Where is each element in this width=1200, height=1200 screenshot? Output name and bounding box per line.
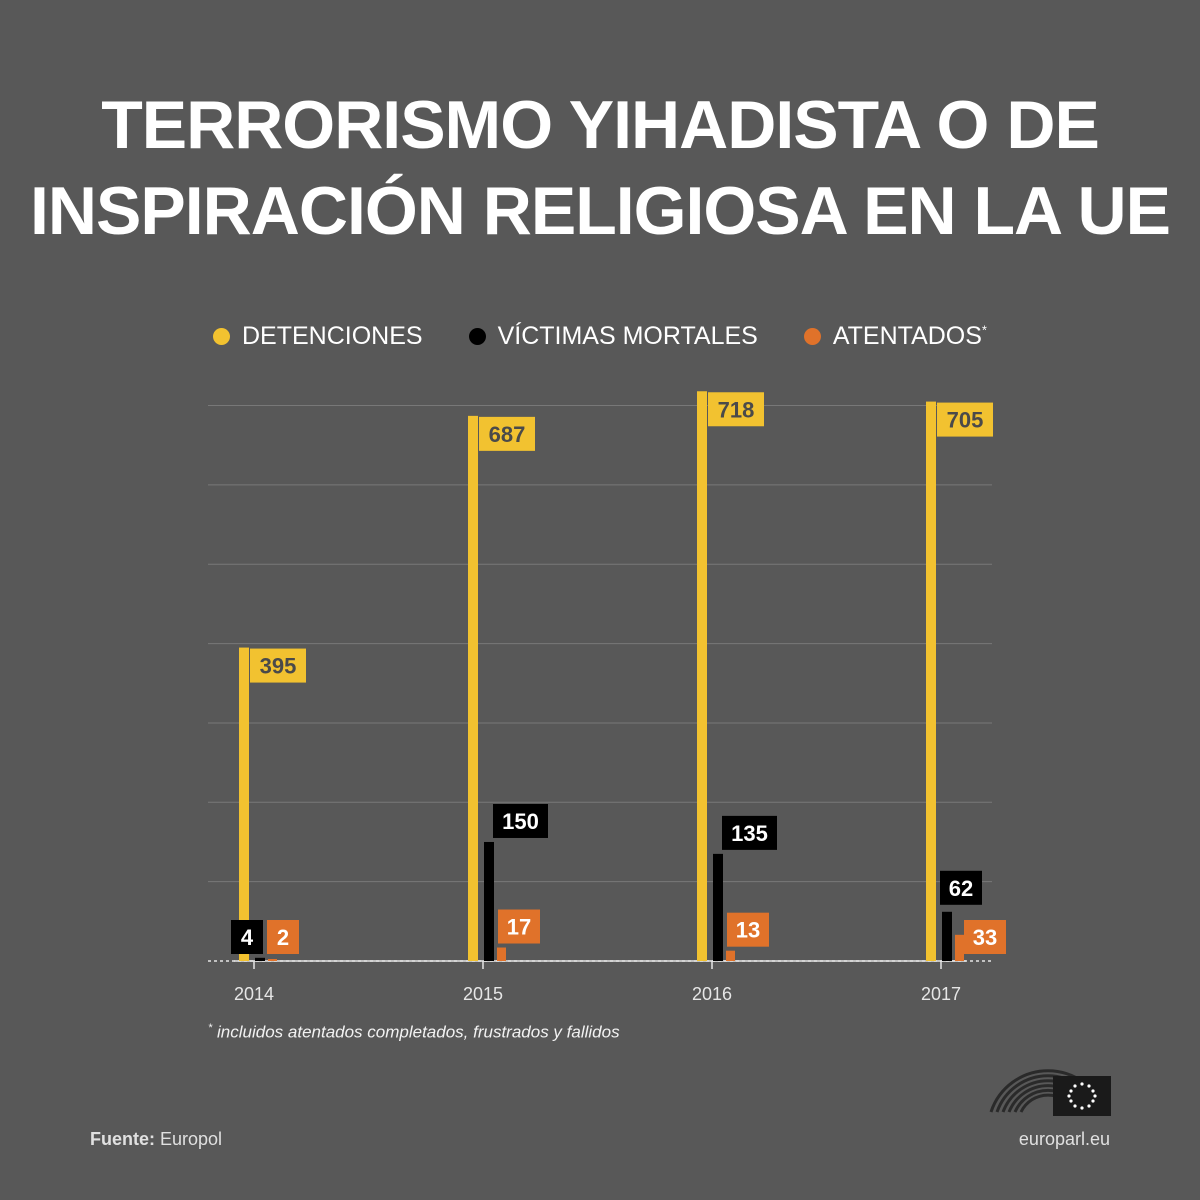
legend: DETENCIONES VÍCTIMAS MORTALES ATENTADOS*: [0, 322, 1200, 351]
data-label: 687: [489, 422, 526, 447]
legend-label-atentados: ATENTADOS*: [832, 322, 987, 350]
data-label: 135: [731, 821, 768, 846]
x-tick-label: 2014: [234, 984, 274, 1004]
bar-detenciones: [239, 647, 249, 961]
bar-detenciones: [697, 391, 707, 962]
data-label-box: [727, 912, 769, 947]
data-label-box: [231, 920, 263, 954]
data-label-box: [250, 648, 306, 683]
data-label: 2: [277, 925, 289, 950]
data-label-box: [708, 392, 764, 427]
x-tick-label: 2017: [921, 984, 961, 1004]
legend-dot-detenciones: [213, 328, 230, 345]
data-label-box: [493, 803, 548, 838]
bar-atentados: [726, 950, 735, 961]
x-tick-label: 2015: [463, 984, 503, 1004]
legend-dot-atentados: [803, 328, 821, 345]
bar-detenciones: [926, 401, 936, 961]
legend-item-victimas: VÍCTIMAS MORTALES: [468, 322, 758, 351]
data-label-box: [479, 416, 535, 451]
footnote: * incluidos atentados completados, frust…: [208, 1022, 620, 1042]
data-label-box: [940, 870, 982, 905]
site-url: europarl.eu: [1018, 1129, 1110, 1149]
data-label: 150: [502, 809, 539, 834]
bar-detenciones: [468, 415, 478, 962]
bar-atentados: [497, 947, 506, 961]
data-label: 395: [260, 654, 297, 679]
legend-item-detenciones: DETENCIONES: [213, 322, 423, 351]
bar-víctimas-mortales: [255, 957, 265, 961]
source-label: Fuente:: [90, 1129, 155, 1149]
bar-víctimas-mortales: [484, 841, 494, 961]
bar-víctimas-mortales: [713, 853, 723, 961]
bar-víctimas-mortales: [942, 911, 952, 961]
data-label: 718: [718, 397, 755, 422]
data-label: 13: [736, 918, 760, 943]
data-label: 17: [507, 915, 531, 940]
title-line-2: INSPIRACIÓN RELIGIOSA EN LA UE: [30, 173, 1171, 249]
legend-item-atentados: ATENTADOS*: [803, 322, 987, 351]
data-label: 33: [973, 925, 997, 950]
source-credit: Fuente: Europol: [90, 1129, 222, 1150]
bar-atentados: [955, 934, 964, 961]
data-label: 62: [949, 876, 973, 901]
european-parliament-logo-icon: [989, 1069, 1111, 1116]
data-label-box: [937, 402, 993, 437]
data-label: 705: [947, 408, 984, 433]
data-label-box: [498, 909, 540, 944]
source-value: Europol: [160, 1129, 223, 1149]
data-label-box: [267, 920, 299, 954]
legend-dot-victimas: [468, 328, 486, 345]
legend-label-detenciones: DETENCIONES: [242, 322, 423, 350]
data-label-box: [722, 815, 777, 850]
bar-chart: 2014 395 4 2 2015 687 150 17 2016 718 135 13 2017 705…: [208, 391, 1006, 1004]
data-label: 4: [241, 925, 254, 950]
bar-atentados: [268, 959, 277, 961]
chart-title: TERRORISMO YIHADISTA O DE INSPIRACIÓN RE…: [0, 82, 1200, 254]
legend-label-victimas: VÍCTIMAS MORTALES: [497, 322, 758, 350]
title-line-1: TERRORISMO YIHADISTA O DE: [101, 87, 1100, 163]
x-tick-label: 2016: [692, 984, 732, 1004]
data-label-box: [964, 920, 1006, 954]
